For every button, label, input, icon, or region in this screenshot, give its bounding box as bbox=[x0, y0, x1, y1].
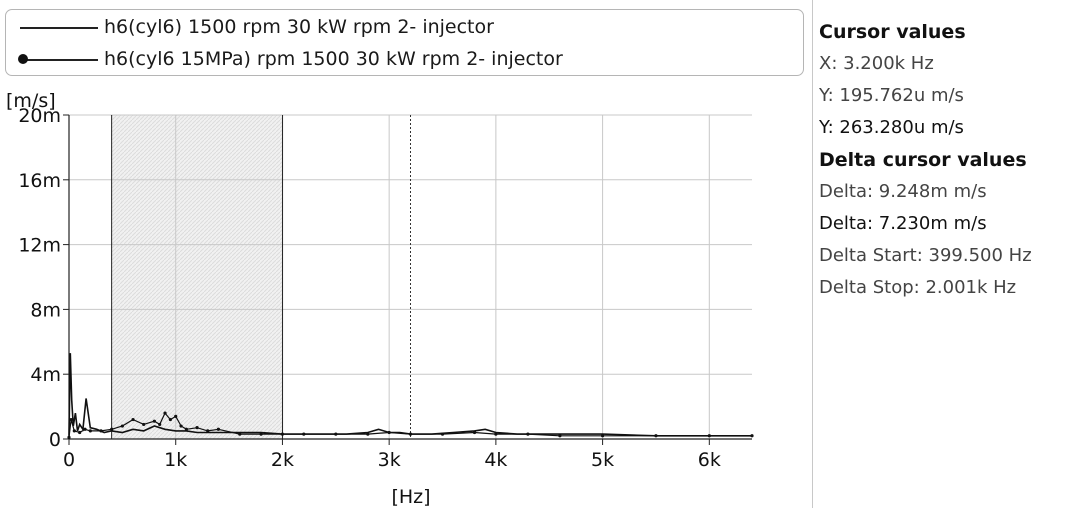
data-point bbox=[78, 430, 82, 435]
line-symbol-icon bbox=[16, 17, 98, 37]
x-tick-label: 3k bbox=[378, 449, 401, 471]
legend: h6(cyl6) 1500 rpm 30 kW rpm 2- injector … bbox=[5, 9, 804, 76]
delta1-value: Delta: 9.248m m/s bbox=[819, 181, 987, 202]
panel-divider bbox=[812, 0, 813, 508]
delta-start-value: Delta Start: 399.500 Hz bbox=[819, 245, 1032, 266]
data-point bbox=[494, 432, 498, 436]
x-tick-label: 0 bbox=[63, 449, 75, 471]
data-point bbox=[69, 417, 73, 422]
data-point bbox=[302, 432, 306, 436]
data-point bbox=[120, 424, 124, 428]
data-point bbox=[238, 432, 242, 436]
data-point bbox=[387, 430, 391, 435]
x-tick-label: 4k bbox=[484, 449, 507, 471]
data-point bbox=[654, 434, 658, 438]
legend-label: h6(cyl6) 1500 rpm 30 kW rpm 2- injector bbox=[104, 16, 494, 38]
data-point bbox=[168, 417, 172, 422]
x-tick-label: 2k bbox=[271, 449, 294, 471]
data-point bbox=[72, 429, 76, 433]
data-point bbox=[163, 411, 167, 415]
data-point bbox=[408, 432, 413, 436]
data-point bbox=[142, 422, 146, 427]
data-point bbox=[216, 427, 221, 431]
cursor-values-heading: Cursor values bbox=[819, 21, 966, 43]
series-line bbox=[68, 411, 752, 438]
data-point bbox=[280, 432, 285, 436]
data-point bbox=[558, 434, 562, 438]
series-line bbox=[68, 353, 752, 437]
y-tick-label: 8m bbox=[30, 299, 61, 321]
data-point bbox=[707, 434, 711, 438]
x-tick-label: 5k bbox=[591, 449, 614, 471]
cursor-x-value: X: 3.200k Hz bbox=[819, 53, 934, 74]
legend-label: h6(cyl6 15MPa) rpm 1500 30 kW rpm 2- inj… bbox=[104, 48, 563, 70]
data-point bbox=[195, 426, 199, 430]
data-point bbox=[174, 414, 178, 418]
x-tick-label: 6k bbox=[698, 449, 721, 471]
data-point bbox=[526, 432, 530, 436]
data-point bbox=[366, 432, 370, 436]
data-point bbox=[600, 434, 605, 438]
data-point bbox=[158, 422, 162, 427]
delta-range-band bbox=[111, 115, 283, 439]
y-tick-label: 16m bbox=[18, 170, 61, 192]
legend-item-series1[interactable]: h6(cyl6) 1500 rpm 30 kW rpm 2- injector bbox=[16, 13, 494, 41]
data-point bbox=[259, 432, 263, 436]
x-axis-label: [Hz] bbox=[391, 486, 430, 508]
y-axis-label: [m/s] bbox=[6, 90, 56, 112]
cursor-values-panel: Cursor values X: 3.200k Hz Y: 195.762u m… bbox=[819, 16, 1064, 304]
data-point bbox=[440, 432, 445, 436]
cursor-y2-value: Y: 263.280u m/s bbox=[819, 117, 964, 138]
data-point bbox=[83, 427, 87, 431]
x-tick-label: 1k bbox=[164, 449, 187, 471]
legend-item-series2[interactable]: h6(cyl6 15MPa) rpm 1500 30 kW rpm 2- inj… bbox=[16, 45, 563, 73]
data-point bbox=[334, 432, 338, 436]
data-point bbox=[88, 429, 92, 433]
spectrum-chart: [m/s] [Hz] 0 1k 2k 3k 4k 5k 6k 0 4m 8m 12m 16m 20m bbox=[6, 90, 754, 508]
y-tick-label: 4m bbox=[30, 364, 61, 386]
data-point bbox=[750, 434, 754, 438]
data-point bbox=[206, 429, 210, 433]
y-tick-label: 12m bbox=[18, 235, 61, 257]
series-1 bbox=[68, 353, 752, 437]
data-point bbox=[110, 427, 114, 431]
data-point bbox=[67, 435, 71, 439]
data-point bbox=[99, 429, 103, 433]
data-point bbox=[179, 424, 183, 428]
data-point bbox=[131, 417, 135, 422]
data-point bbox=[152, 419, 156, 423]
y-tick-label: 0 bbox=[49, 429, 61, 451]
data-point bbox=[472, 430, 477, 435]
delta-cursor-heading: Delta cursor values bbox=[819, 149, 1027, 171]
delta2-value: Delta: 7.230m m/s bbox=[819, 213, 987, 234]
y-tick-label: 20m bbox=[18, 105, 61, 127]
data-point bbox=[184, 427, 188, 431]
series-2 bbox=[67, 411, 754, 439]
cursor-y1-value: Y: 195.762u m/s bbox=[819, 85, 964, 106]
dot-line-symbol-icon bbox=[16, 49, 98, 69]
delta-stop-value: Delta Stop: 2.001k Hz bbox=[819, 277, 1017, 298]
